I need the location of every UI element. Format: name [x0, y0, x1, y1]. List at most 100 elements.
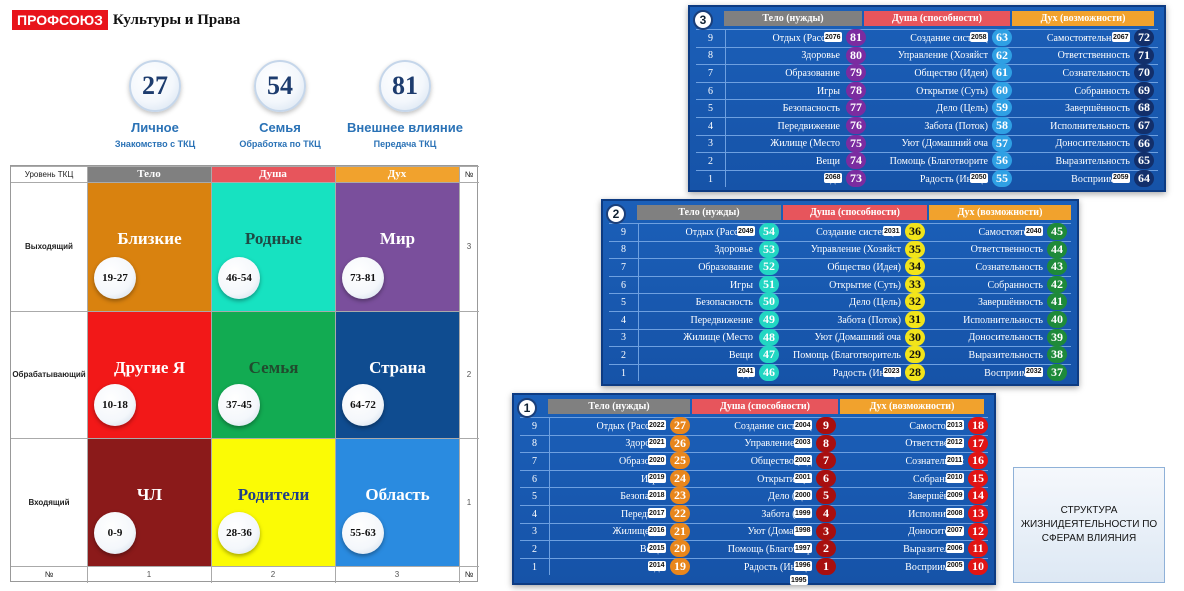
panel-row: 7 Образован Общество (Ид Сознательнос: [520, 452, 988, 470]
level-number: 8: [609, 241, 639, 259]
spirit-label: Ответственность: [970, 244, 1043, 256]
spirit-number: 12: [968, 522, 988, 540]
tile: Мир 73-81: [336, 183, 459, 311]
soul-label: Дело (Цель): [936, 103, 988, 115]
year-tag: 2031: [883, 226, 901, 236]
spirit-number: 67: [1134, 117, 1154, 134]
body-number: 50: [759, 293, 779, 311]
body-label: Безопасность: [695, 297, 753, 309]
body-label: Вещи: [728, 349, 753, 361]
spirit-number: 64: [1134, 169, 1154, 187]
panel-row: 3 Жилище (Место Уют (Домашний оча Доносител…: [609, 328, 1071, 347]
stat-family: 54 Семья Обработка по ТКЦ: [215, 60, 345, 149]
corner-label: Уровень ТКЦ: [24, 169, 74, 179]
year-tag: 2012: [946, 437, 964, 448]
body-label: Передвиж: [620, 508, 664, 520]
tile: Область 55-63: [336, 439, 459, 566]
spirit-label: Сознательность: [1062, 67, 1130, 79]
spirit-label: Собранность: [987, 279, 1043, 291]
brand-title: Культуры и Права: [112, 11, 241, 28]
body-number: 22: [670, 505, 690, 522]
no-label: №: [464, 169, 474, 179]
panel-level-2: 2 Тело (нужды) Душа (способности) Дух (возм…: [601, 199, 1079, 386]
soul-number: 1: [816, 557, 836, 575]
spirit-number: 13: [968, 505, 988, 522]
soul-number: 35: [905, 240, 925, 258]
level-number: 2: [520, 541, 550, 558]
panel-row: 7 Образование Общество (Идея) Сознательност…: [609, 258, 1071, 276]
stat-title: Внешнее влияние: [347, 120, 463, 135]
spirit-number: 11: [968, 540, 988, 558]
soul-number: 29: [905, 346, 925, 364]
grid-line: [11, 566, 479, 567]
panel-row: 7 Образование Общество (Идея) Сознательност…: [696, 64, 1158, 82]
panel-column-header: Тело (нужды): [724, 11, 862, 26]
soul-number: 36: [905, 223, 925, 240]
body-number: 52: [759, 258, 779, 276]
year-tag: 2023: [883, 366, 901, 377]
soul-number: 32: [905, 293, 925, 311]
tile: Родные 46-54: [212, 183, 335, 311]
tile-name: Область: [365, 485, 430, 504]
body-number: 73: [846, 169, 866, 187]
body-label: Образование: [698, 261, 753, 273]
stat-title: Семья: [259, 120, 301, 135]
soul-label: Помощь (Благотворитель: [793, 349, 901, 361]
year-tag: 2002: [794, 455, 812, 466]
stat-value: 54: [254, 60, 306, 112]
soul-number: 7: [816, 452, 836, 470]
spirit-number: 43: [1047, 258, 1067, 276]
tile-range: 37-45: [218, 384, 260, 426]
year-tag: 2008: [946, 508, 964, 518]
grid-line: [11, 438, 479, 439]
panel-row: 4 Передвижение Забота (Поток) Исполнительно…: [609, 311, 1071, 329]
year-tag: 2022: [648, 420, 666, 430]
soul-label: Создание систем (: [910, 32, 988, 44]
panel-row: 5 Безопасность Дело (Цель) Завершённость: [609, 293, 1071, 311]
year-tag: 2067: [1112, 32, 1130, 42]
panel-row: 2 Вещи Помощь (Благотворите Выразительность: [696, 152, 1158, 170]
column-number: 3: [394, 570, 400, 579]
spirit-number: 40: [1047, 311, 1067, 328]
body-number: 48: [759, 328, 779, 346]
level-number: 6: [609, 276, 639, 294]
row-label: Входящий: [28, 497, 70, 507]
spirit-number: 15: [968, 469, 988, 487]
panel-column-header: Тело (нужды): [637, 205, 781, 220]
body-number: 78: [846, 81, 866, 99]
body-number: 49: [759, 311, 779, 328]
year-tag: 2032: [1025, 366, 1043, 377]
tile-name: Родные: [244, 229, 303, 248]
column-number: 1: [146, 570, 152, 579]
year-tag: 2006: [946, 543, 964, 554]
year-tag: 2016: [648, 525, 666, 536]
level-number: 4: [609, 312, 639, 329]
soul-label: Управление (Хо: [744, 438, 812, 450]
soul-number: 63: [992, 29, 1012, 46]
panel-row: 3 Жилище (М Уют (Домашни Доносительн: [520, 522, 988, 541]
tile-name: Родители: [237, 485, 310, 504]
level-number: 1: [520, 558, 550, 576]
spirit-label: Выразительно: [903, 543, 964, 555]
body-label: Игры: [816, 85, 840, 97]
spirit-label: Исполнитель: [908, 508, 964, 520]
panel-row: 2 Вещи Помощь (Благотворитель Выразительнос…: [609, 346, 1071, 364]
spirit-label: Доносительность: [968, 332, 1043, 344]
soul-label: Общество (Ид: [750, 455, 812, 467]
body-label: Здоровье: [714, 244, 753, 256]
soul-number: 59: [992, 99, 1012, 117]
soul-label: Создание систем (У: [816, 226, 901, 238]
body-label: Игры: [729, 279, 753, 291]
soul-number: 61: [992, 64, 1012, 82]
spirit-number: 37: [1047, 363, 1067, 381]
year-tag: 2049: [737, 226, 755, 236]
panel-badge: 1: [517, 398, 537, 418]
soul-number: 58: [992, 117, 1012, 134]
soul-number: 28: [905, 363, 925, 381]
body-number: 27: [670, 417, 690, 434]
body-number: 76: [846, 117, 866, 134]
